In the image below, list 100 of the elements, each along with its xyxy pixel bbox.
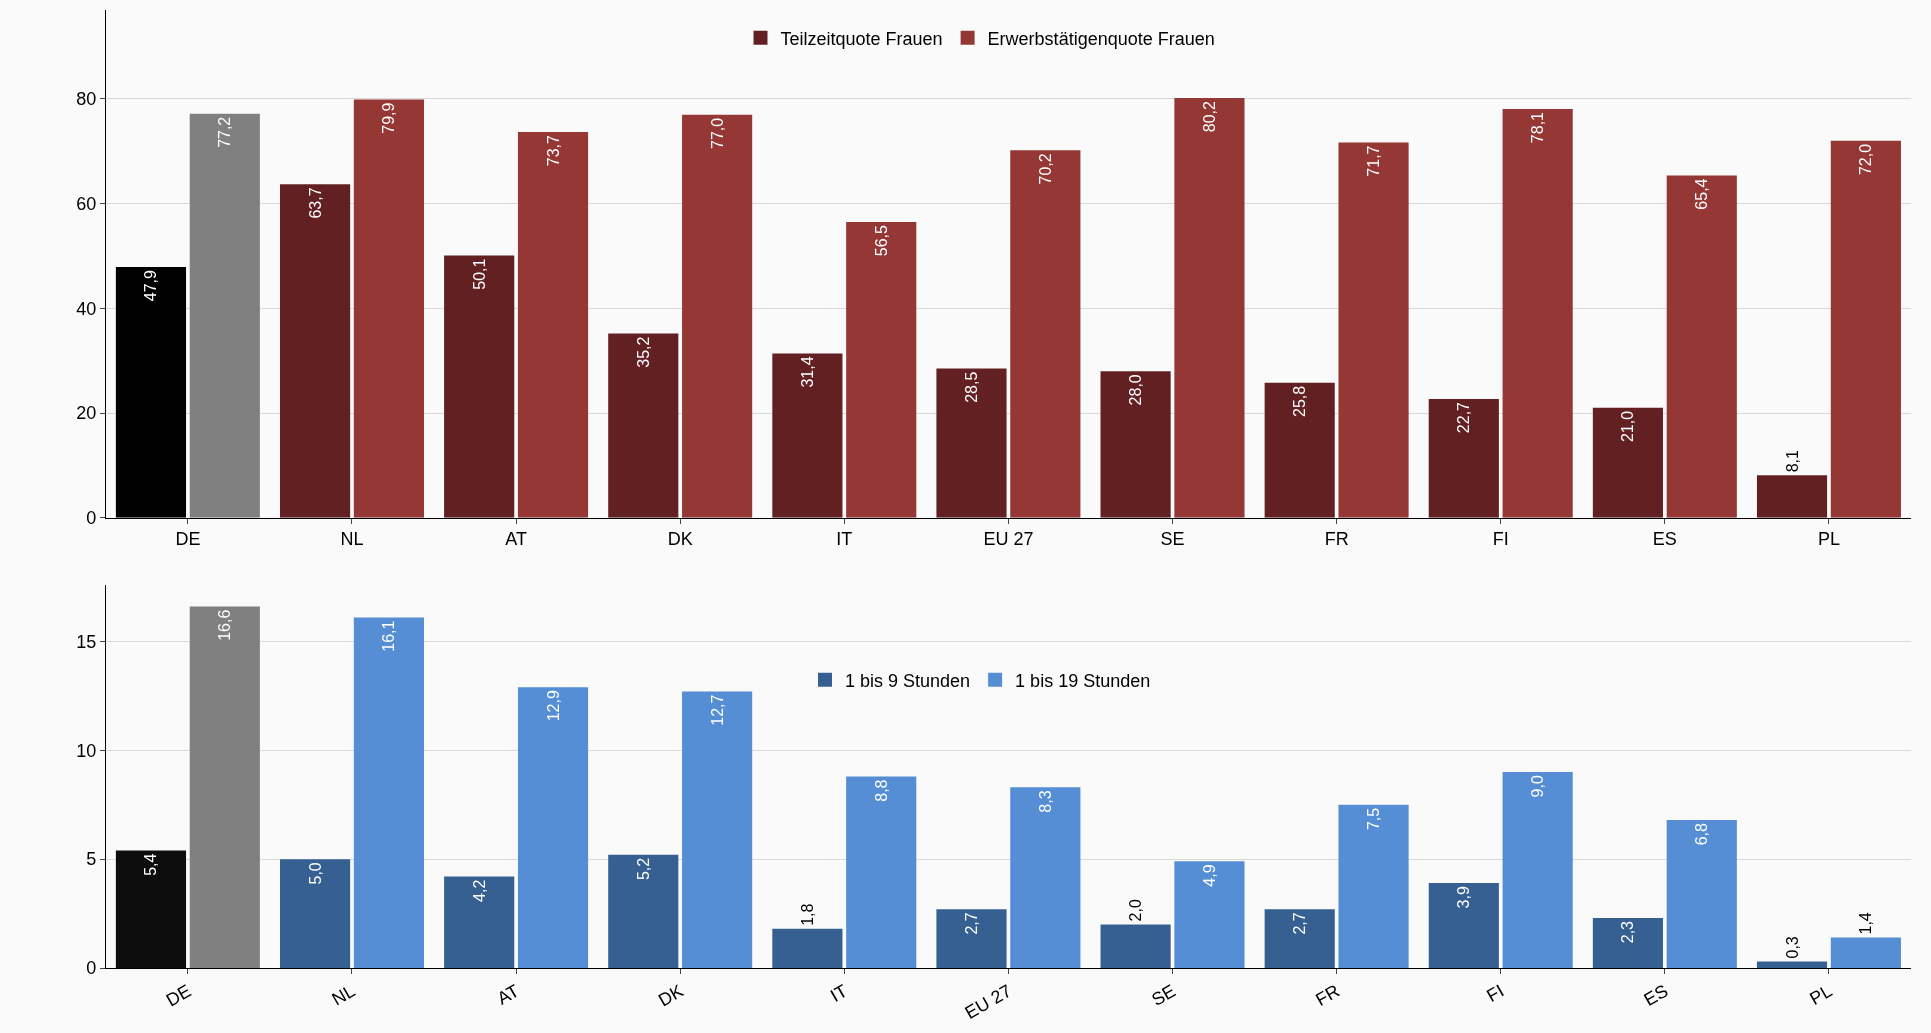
bar [115,850,187,968]
x-tick-label: DK [667,529,693,550]
x-tick-label: DE [162,980,195,1011]
x-tick-label: AT [505,529,527,550]
bar [279,184,351,518]
bar [444,255,515,518]
bar [1502,772,1573,968]
data-label: 77,2 [216,116,234,148]
bar [1100,371,1171,518]
data-label: 8,1 [1783,450,1801,473]
data-label: 5,2 [634,857,652,881]
y-tick-label: 60 [76,193,97,214]
data-label: 16,6 [216,609,234,641]
data-label: 16,1 [380,620,398,652]
bar [189,606,260,968]
data-label: 1,8 [798,903,816,926]
x-tick-label: DK [655,980,687,1011]
legend-label: Teilzeitquote Frauen [780,28,943,49]
x-tick-label: ES [1652,529,1677,550]
data-label: 8,8 [872,779,890,802]
bar [1010,150,1081,518]
bar [846,221,917,518]
x-tick-label: FI [1492,529,1509,550]
bar [1756,961,1828,968]
data-label: 25,8 [1291,385,1309,417]
data-label: 21,0 [1619,410,1637,443]
y-tick-label: 0 [86,958,97,979]
data-label: 6,8 [1693,822,1711,846]
data-label: 63,7 [306,187,324,219]
data-label: 28,0 [1127,374,1145,406]
bar [353,617,424,968]
bar [1100,924,1171,968]
data-label: 56,5 [872,224,890,257]
bar [189,113,260,518]
x-tick-label: AT [493,980,523,1009]
bar [936,368,1007,518]
data-label: 28,5 [962,371,980,403]
bar [1830,937,1901,968]
x-tick-label: IT [836,529,853,550]
data-label: 73,7 [544,134,562,167]
x-tick-label: FR [1324,529,1349,550]
bar [517,131,589,518]
bar [682,114,753,518]
y-tick-label: 80 [76,89,97,110]
data-label: 77,0 [708,117,726,149]
data-label: 80,2 [1200,100,1218,133]
data-label: 65,4 [1693,178,1711,210]
x-tick-label: DE [175,529,201,550]
x-tick-label: SE [1148,980,1180,1010]
data-label: 1,4 [1857,912,1875,935]
data-label: 12,7 [708,694,726,726]
data-label: 8,3 [1036,790,1054,813]
y-tick-label: 40 [76,298,97,319]
bar [1264,909,1335,968]
bar [608,854,679,968]
x-tick-label: SE [1160,529,1185,550]
bar [517,687,589,968]
bar [1756,475,1828,518]
data-label: 31,4 [798,356,816,388]
bar [772,928,843,968]
legend-label: 1 bis 9 Stunden [845,670,971,691]
bar [1264,382,1335,518]
bar [1174,861,1245,968]
x-tick-label: PL [1806,980,1836,1009]
data-label: 12,9 [544,690,562,722]
y-tick-label: 20 [76,403,97,424]
data-label: 7,5 [1365,807,1383,831]
bar [1830,140,1901,518]
bar [936,909,1007,968]
data-label: 2,7 [962,912,980,935]
legend-label: 1 bis 19 Stunden [1015,670,1151,691]
x-tick-label: FI [1483,980,1508,1006]
x-tick-label: IT [826,980,851,1006]
bar [1338,142,1409,518]
bar [1428,398,1499,518]
bar [444,876,515,968]
data-label: 35,2 [634,336,652,368]
data-label: 4,2 [470,879,488,902]
data-label: 5,4 [142,853,160,876]
bar [1338,804,1409,968]
data-label: 3,9 [1455,886,1473,909]
data-label: 2,0 [1127,899,1145,922]
data-label: 9,0 [1529,775,1547,798]
bar [1428,883,1499,968]
y-tick-label: 0 [86,508,97,529]
data-label: 72,0 [1857,143,1875,176]
bar [682,691,753,968]
data-label: 78,1 [1529,111,1547,144]
bar [279,859,351,968]
bar [1592,917,1663,968]
bar [1502,108,1573,518]
data-label: 50,1 [470,258,488,290]
legend-label: Erwerbstätigenquote Frauen [987,28,1215,49]
x-tick-label: FR [1312,980,1344,1010]
data-label: 47,9 [142,270,160,302]
bar [772,353,843,518]
data-label: 0,3 [1783,936,1801,959]
x-tick-label: NL [340,529,364,550]
bar [1592,407,1663,518]
bar [608,333,679,518]
